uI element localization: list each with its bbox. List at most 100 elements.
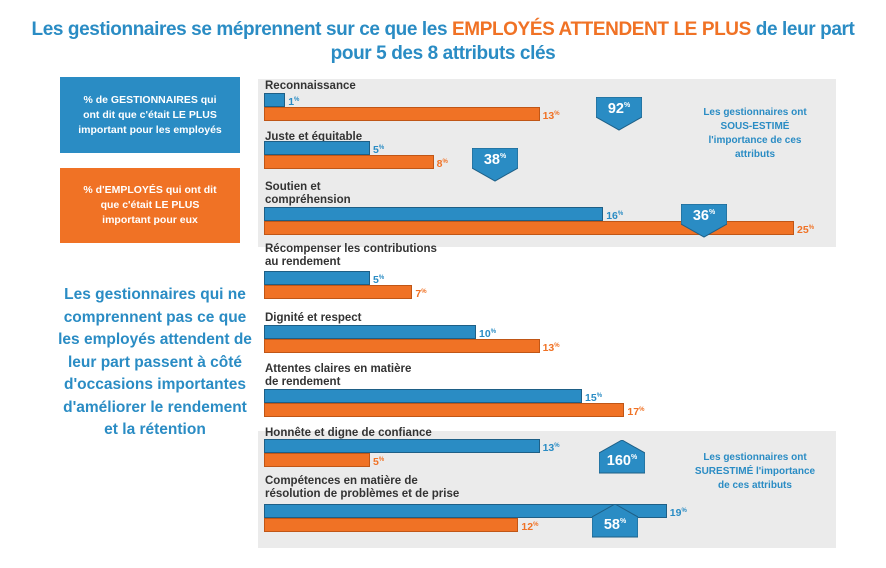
employee-value-label: 7% <box>415 285 426 301</box>
category-label: Attentes claires en matière de rendement <box>265 363 411 389</box>
category-label: Récompenser les contributions au rendemen… <box>265 243 437 269</box>
employee-value-label: 12% <box>521 518 538 534</box>
category-label-line: au rendement <box>265 256 341 268</box>
value-unit: % <box>294 97 300 103</box>
manager-value-label: 10% <box>479 325 496 341</box>
badge-unit: % <box>619 518 627 525</box>
value-unit: % <box>421 289 427 295</box>
manager-bar <box>264 141 370 155</box>
title-part-2: de leur part <box>750 19 855 40</box>
value-number: 19 <box>669 507 682 519</box>
category-label: Compétences en matière de résolution de p… <box>265 475 459 501</box>
value-number: 25 <box>797 224 809 236</box>
badge-number: 160 <box>606 453 631 469</box>
value-unit: % <box>378 145 385 151</box>
value-number: 5 <box>373 274 379 286</box>
value-unit: % <box>554 443 560 449</box>
badge-value: 92% <box>596 101 642 117</box>
value-number: 12 <box>521 521 534 533</box>
badge-value: 58% <box>592 517 638 533</box>
value-number: 13 <box>542 110 555 122</box>
value-number: 7 <box>415 288 422 300</box>
category-label-line: Soutien et <box>265 181 321 193</box>
value-number: 5 <box>373 456 379 468</box>
value-number: 5 <box>373 144 379 156</box>
value-number: 13 <box>542 442 555 454</box>
badge-value: 160% <box>599 453 645 469</box>
category-label-line: Honnête et digne de confiance <box>265 427 432 439</box>
badge-unit: % <box>499 153 507 160</box>
value-unit: % <box>442 159 448 165</box>
employee-bar <box>264 221 794 235</box>
employee-bar <box>264 453 370 467</box>
legend-employees-text: % d'EMPLOYÉS qui ont dit que c'était LE … <box>83 184 217 226</box>
manager-bar <box>264 271 370 285</box>
category-label-line: Récompenser les contributions <box>265 243 437 255</box>
badge-number: 92 <box>607 101 624 117</box>
side-explanation: Les gestionnaires qui ne comprennent pas… <box>58 286 252 438</box>
badge-unit: % <box>623 102 631 109</box>
value-unit: % <box>490 329 497 335</box>
manager-value-label: 5% <box>373 271 384 287</box>
category-label: Reconnaissance <box>265 80 356 93</box>
manager-value-label: 16% <box>606 207 623 223</box>
employee-value-label: 8% <box>437 155 448 171</box>
manager-bar <box>264 504 667 518</box>
manager-bar <box>264 439 540 453</box>
badge-unit: % <box>630 454 638 461</box>
manager-value-label: 1% <box>288 93 299 109</box>
manager-bar <box>264 389 582 403</box>
badge-number: 38 <box>483 152 500 168</box>
title-line-2: pour 5 des 8 attributs clés <box>330 43 556 64</box>
value-unit: % <box>378 457 385 463</box>
category-label: Juste et équitable <box>265 131 362 144</box>
down-arrow-badge-icon <box>472 148 518 182</box>
value-unit: % <box>808 225 815 231</box>
value-unit: % <box>378 275 385 281</box>
value-unit: % <box>681 508 687 514</box>
badge-shape <box>472 148 518 182</box>
employee-bar <box>264 107 540 121</box>
note-underestimated: Les gestionnaires ont SOUS-ESTIMÉ l'impo… <box>703 107 807 160</box>
badge-shape <box>599 440 645 474</box>
manager-value-label: 13% <box>543 439 560 455</box>
badge-value: 38% <box>472 152 518 168</box>
category-label-line: Attentes claires en matière <box>265 363 412 375</box>
value-number: 16 <box>606 210 618 222</box>
title-line-1: Les gestionnaires se méprennent sur ce q… <box>0 18 886 42</box>
badge-unit: % <box>708 209 716 216</box>
manager-bar <box>264 93 286 107</box>
value-number: 13 <box>542 342 555 354</box>
badge-shape <box>681 204 727 238</box>
category-label-line: de rendement <box>265 376 341 388</box>
employee-value-label: 5% <box>373 453 384 469</box>
category-label: Dignité et respect <box>265 312 362 325</box>
value-unit: % <box>533 522 539 528</box>
manager-value-label: 19% <box>670 504 687 520</box>
value-number: 8 <box>436 158 443 170</box>
employee-bar <box>264 339 540 353</box>
badge-shape <box>592 504 638 538</box>
manager-value-label: 15% <box>585 389 602 405</box>
legend-managers: % de GESTIONNAIRES qui ont dit que c'éta… <box>60 77 240 153</box>
legend-employees: % d'EMPLOYÉS qui ont dit que c'était LE … <box>60 168 240 243</box>
badge-number: 36 <box>692 208 709 224</box>
down-arrow-badge-icon <box>596 97 642 131</box>
employee-value-label: 13% <box>543 107 560 123</box>
value-unit: % <box>554 343 560 349</box>
category-label-line: Compétences en matière de <box>265 475 418 487</box>
manager-bar <box>264 207 604 221</box>
employee-bar <box>264 518 519 532</box>
note-overestimated: Les gestionnaires ont SURESTIMÉ l'import… <box>694 452 816 491</box>
down-arrow-badge-icon <box>681 204 727 238</box>
employee-value-label: 13% <box>543 339 560 355</box>
value-number: 10 <box>479 328 491 340</box>
chart-title: Les gestionnaires se méprennent sur ce q… <box>0 18 886 66</box>
up-arrow-badge-icon <box>592 504 638 538</box>
employee-value-label: 17% <box>627 403 644 419</box>
employee-value-label: 25% <box>797 221 814 237</box>
up-arrow-badge-icon <box>599 440 645 474</box>
value-unit: % <box>554 111 560 117</box>
title-highlight: EMPLOYÉS ATTENDENT LE PLUS <box>452 19 751 40</box>
value-unit: % <box>639 407 645 413</box>
